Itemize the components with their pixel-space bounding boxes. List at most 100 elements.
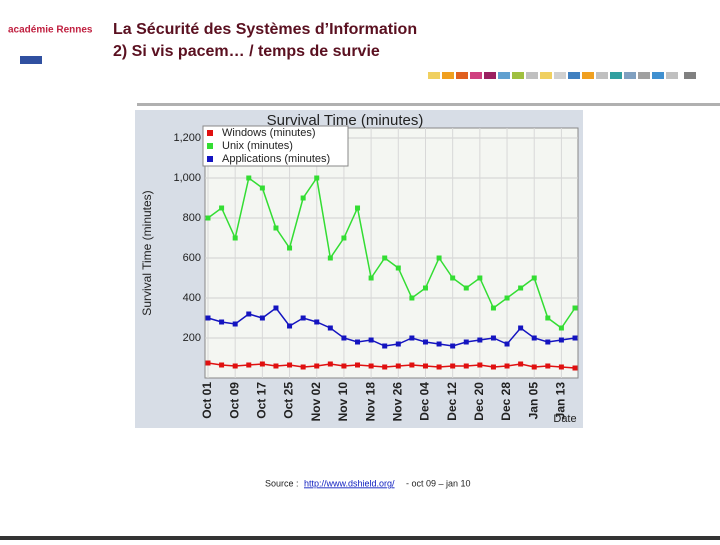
point bbox=[205, 315, 211, 321]
point bbox=[504, 295, 510, 301]
point bbox=[382, 343, 388, 349]
point bbox=[545, 339, 551, 345]
point bbox=[314, 319, 320, 325]
point bbox=[205, 360, 211, 366]
x-tick-label: Nov 26 bbox=[390, 382, 404, 422]
point bbox=[450, 363, 456, 369]
point bbox=[518, 325, 524, 331]
point bbox=[341, 235, 347, 241]
point bbox=[300, 364, 306, 370]
point bbox=[327, 255, 333, 261]
point bbox=[395, 341, 401, 347]
slide-subtitle: 2) Si vis pacem… / temps de survie bbox=[113, 43, 380, 60]
series-line bbox=[207, 306, 576, 347]
point bbox=[450, 343, 456, 349]
point bbox=[368, 337, 374, 343]
point bbox=[246, 175, 252, 181]
x-tick-label: Jan 13 bbox=[554, 382, 568, 420]
flag bbox=[20, 56, 42, 64]
point bbox=[558, 364, 564, 370]
x-tick-label: Dec 28 bbox=[499, 382, 513, 421]
point bbox=[477, 275, 483, 281]
source-prefix: Source : bbox=[265, 478, 299, 488]
point bbox=[273, 305, 279, 311]
point bbox=[490, 364, 496, 370]
point bbox=[490, 305, 496, 311]
legend-swatch bbox=[207, 143, 213, 149]
point bbox=[300, 195, 306, 201]
point bbox=[219, 362, 225, 368]
point bbox=[436, 341, 442, 347]
point bbox=[409, 295, 415, 301]
point bbox=[219, 319, 225, 325]
point bbox=[558, 325, 564, 331]
point bbox=[246, 362, 252, 368]
point bbox=[232, 321, 238, 327]
point bbox=[518, 361, 524, 367]
point bbox=[327, 325, 333, 331]
x-tick-label: Jan 05 bbox=[526, 382, 540, 420]
legend-label: Applications (minutes) bbox=[222, 153, 330, 165]
point bbox=[436, 364, 442, 370]
point bbox=[355, 362, 361, 368]
x-axis-label: Date bbox=[553, 413, 576, 425]
point bbox=[422, 339, 428, 345]
point bbox=[395, 265, 401, 271]
point bbox=[327, 361, 333, 367]
legend-label: Windows (minutes) bbox=[222, 127, 316, 139]
point bbox=[531, 335, 537, 341]
point bbox=[572, 365, 578, 371]
y-tick-label: 1,200 bbox=[173, 132, 201, 144]
plot: 200 400 600 800 1,000 1,200 Oct 01 Oct 09 Oct 17… bbox=[173, 125, 578, 422]
legend-label: Unix (minutes) bbox=[222, 140, 293, 152]
slide-title: La Sécurité des Systèmes d’Information bbox=[113, 21, 417, 38]
legend-swatch bbox=[207, 156, 213, 162]
point bbox=[232, 235, 238, 241]
point bbox=[273, 225, 279, 231]
x-tick-label: Oct 01 bbox=[200, 382, 214, 419]
x-tick-label: Oct 09 bbox=[227, 382, 241, 419]
point bbox=[531, 364, 537, 370]
point bbox=[504, 341, 510, 347]
divider bbox=[137, 103, 720, 106]
logo: académie Rennes bbox=[8, 25, 93, 36]
point bbox=[477, 337, 483, 343]
series-line bbox=[207, 362, 576, 369]
point bbox=[246, 311, 252, 317]
point bbox=[314, 363, 320, 369]
point bbox=[558, 337, 564, 343]
point bbox=[314, 175, 320, 181]
y-axis-label: Survival Time (minutes) bbox=[140, 190, 154, 315]
point bbox=[368, 363, 374, 369]
point bbox=[463, 285, 469, 291]
point bbox=[545, 315, 551, 321]
point bbox=[259, 315, 265, 321]
point bbox=[409, 362, 415, 368]
x-tick-label: Nov 02 bbox=[309, 382, 323, 422]
point bbox=[463, 339, 469, 345]
point bbox=[287, 323, 293, 329]
point bbox=[504, 363, 510, 369]
point bbox=[287, 362, 293, 368]
point bbox=[287, 245, 293, 251]
source-link[interactable]: http://www.dshield.org/ bbox=[304, 478, 395, 488]
point bbox=[205, 215, 211, 221]
point bbox=[341, 363, 347, 369]
point bbox=[300, 315, 306, 321]
x-tick-label: Dec 20 bbox=[472, 382, 486, 421]
point bbox=[545, 363, 551, 369]
point bbox=[259, 185, 265, 191]
y-tick-label: 1,000 bbox=[173, 172, 201, 184]
point bbox=[422, 363, 428, 369]
x-tick-label: Dec 04 bbox=[418, 382, 432, 421]
plot-area bbox=[204, 127, 579, 379]
point bbox=[572, 335, 578, 341]
color-strip bbox=[428, 72, 696, 79]
point bbox=[273, 363, 279, 369]
y-tick-label: 600 bbox=[183, 252, 201, 264]
bottom-bar bbox=[0, 536, 720, 540]
point bbox=[341, 335, 347, 341]
point bbox=[477, 362, 483, 368]
point bbox=[490, 335, 496, 341]
